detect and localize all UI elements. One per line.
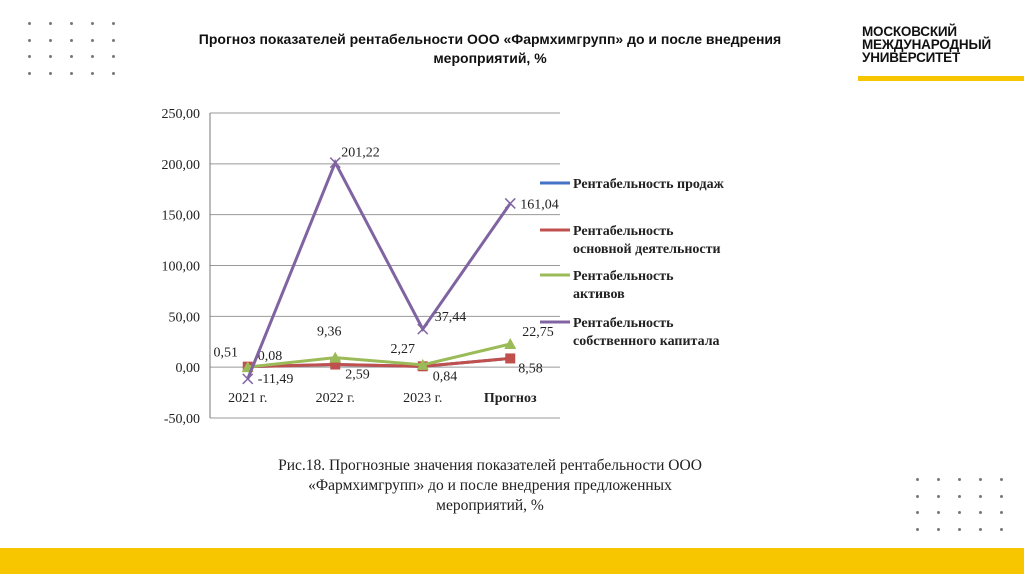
x-tick-label: Прогноз bbox=[484, 391, 537, 406]
logo-line-1: МОСКОВСКИЙ bbox=[862, 24, 957, 39]
data-point-x bbox=[329, 157, 341, 169]
dot bbox=[28, 55, 31, 58]
dot bbox=[958, 494, 961, 498]
x-tick-label: 2023 г. bbox=[403, 391, 442, 406]
data-point-square bbox=[330, 359, 341, 370]
dot bbox=[958, 511, 961, 514]
dot bbox=[28, 22, 31, 25]
dot bbox=[70, 38, 73, 42]
data-label: 22,75 bbox=[522, 325, 554, 340]
dot bbox=[958, 478, 961, 481]
legend-label: основной деятельности bbox=[573, 242, 721, 257]
data-label: 0,84 bbox=[433, 369, 458, 384]
data-label: 2,27 bbox=[391, 342, 416, 357]
dot bbox=[28, 71, 31, 75]
y-tick-label: 100,00 bbox=[162, 260, 201, 275]
data-label: 2,59 bbox=[345, 368, 370, 383]
dot bbox=[112, 71, 115, 75]
dot bbox=[979, 478, 982, 481]
legend-label: Рентабельность bbox=[573, 224, 674, 239]
data-point-x bbox=[242, 373, 254, 385]
dot bbox=[49, 55, 52, 58]
dot bbox=[70, 22, 73, 25]
data-label: 0,51 bbox=[214, 346, 239, 361]
dot bbox=[112, 38, 115, 42]
dot bbox=[937, 511, 940, 514]
data-point-square bbox=[505, 353, 516, 364]
dot bbox=[979, 494, 982, 498]
dot bbox=[91, 38, 94, 42]
decorative-dots-top bbox=[28, 22, 133, 88]
university-logo: МОСКОВСКИЙ МЕЖДУНАРОДНЫЙ УНИВЕРСИТЕТ bbox=[862, 24, 991, 65]
slide-title: Прогноз показателей рентабельности ООО «… bbox=[198, 31, 782, 66]
x-tick-label: 2022 г. bbox=[316, 391, 355, 406]
dot bbox=[916, 478, 919, 481]
data-label: 37,44 bbox=[435, 310, 467, 325]
dot bbox=[49, 71, 52, 75]
dot bbox=[916, 511, 919, 514]
dot bbox=[28, 38, 31, 42]
dot bbox=[916, 527, 919, 531]
dot bbox=[958, 527, 961, 531]
dot bbox=[70, 55, 73, 58]
data-label: 201,22 bbox=[341, 146, 380, 161]
dot bbox=[1000, 478, 1003, 481]
series-line bbox=[247, 342, 511, 369]
series-line bbox=[246, 159, 512, 380]
data-point-triangle bbox=[416, 358, 429, 370]
legend-label: Рентабельность bbox=[573, 316, 674, 331]
legend-label: активов bbox=[573, 287, 625, 302]
decorative-dots-bottom bbox=[916, 478, 1021, 544]
dot bbox=[112, 22, 115, 25]
dot bbox=[91, 55, 94, 58]
y-tick-label: 250,00 bbox=[162, 107, 201, 122]
data-point-x bbox=[417, 323, 429, 335]
data-point-triangle bbox=[504, 338, 517, 350]
logo-underline bbox=[858, 76, 1024, 81]
data-label: 0,08 bbox=[258, 349, 283, 364]
logo-line-2: МЕЖДУНАРОДНЫЙ bbox=[862, 37, 991, 52]
legend-label: Рентабельность продаж bbox=[573, 177, 725, 192]
y-tick-label: 150,00 bbox=[162, 209, 201, 224]
data-label: 8,58 bbox=[518, 361, 543, 376]
dot bbox=[937, 527, 940, 531]
series-line bbox=[247, 356, 511, 369]
logo-line-3: УНИВЕРСИТЕТ bbox=[862, 50, 961, 65]
dot bbox=[979, 527, 982, 531]
legend-label: Рентабельность bbox=[573, 269, 674, 284]
y-tick-label: 0,00 bbox=[176, 361, 201, 376]
data-point-x bbox=[504, 197, 516, 209]
legend-label: собственного капитала bbox=[573, 334, 720, 349]
y-tick-label: 50,00 bbox=[169, 310, 201, 325]
dot bbox=[49, 22, 52, 25]
x-tick-label: 2021 г. bbox=[228, 391, 267, 406]
dot bbox=[70, 71, 73, 75]
data-point-triangle bbox=[329, 351, 342, 363]
dot bbox=[1000, 494, 1003, 498]
dot bbox=[49, 38, 52, 42]
dot bbox=[91, 22, 94, 25]
dot bbox=[979, 511, 982, 514]
dot bbox=[937, 494, 940, 498]
data-label: -11,49 bbox=[258, 372, 294, 387]
dot bbox=[112, 55, 115, 58]
dot bbox=[1000, 527, 1003, 531]
bottom-accent-bar bbox=[0, 548, 1024, 574]
dot bbox=[916, 494, 919, 498]
y-tick-label: 200,00 bbox=[162, 158, 201, 173]
data-label: 161,04 bbox=[520, 197, 559, 212]
dot bbox=[1000, 511, 1003, 514]
dot bbox=[91, 71, 94, 75]
data-label: 9,36 bbox=[317, 325, 342, 340]
figure-caption: Рис.18. Прогнозные значения показателей … bbox=[278, 457, 702, 514]
dot bbox=[937, 478, 940, 481]
y-tick-label: -50,00 bbox=[164, 412, 200, 427]
